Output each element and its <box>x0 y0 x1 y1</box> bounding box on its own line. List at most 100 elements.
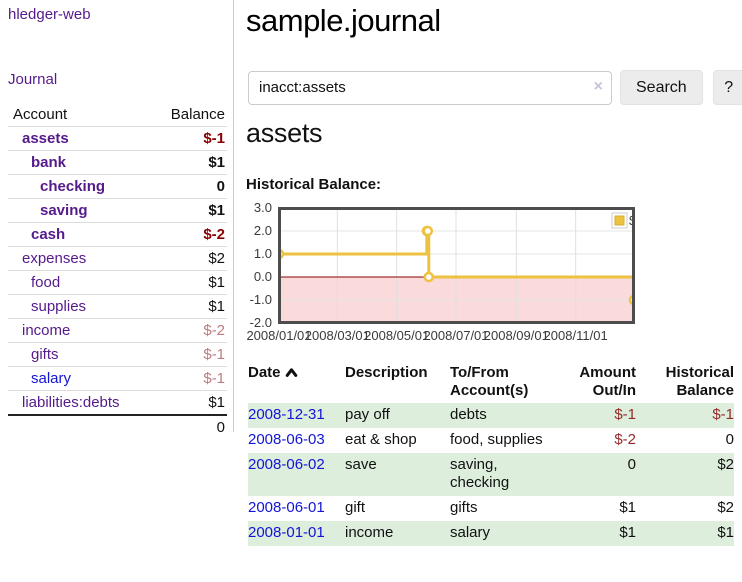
sidebar-account-link[interactable]: expenses <box>22 250 87 267</box>
sidebar-account-link[interactable]: income <box>22 322 71 339</box>
date-cell[interactable]: 2008-12-31 <box>248 403 345 428</box>
y-axis-tick-label: -2.0 <box>249 315 272 330</box>
sidebar-account-link[interactable]: gifts <box>31 346 59 363</box>
total-balance: 0 <box>216 419 225 436</box>
column-header-balance[interactable]: Historical Balance <box>665 364 734 399</box>
accounts-cell: gifts <box>450 499 478 516</box>
y-axis-tick-label: 1.0 <box>253 246 272 261</box>
x-axis-tick-label: 2008/03/01 <box>304 328 370 343</box>
app-title-link[interactable]: hledger-web <box>8 6 91 23</box>
chart-label: Historical Balance: <box>246 176 382 193</box>
column-header-amount[interactable]: Amount Out/In <box>579 364 636 399</box>
account-heading: assets <box>246 118 323 148</box>
balance-cell: 0 <box>725 431 734 448</box>
sidebar-account-link[interactable]: liabilities:debts <box>22 394 120 411</box>
sidebar-account-link[interactable]: saving <box>40 202 88 219</box>
date-cell[interactable]: 2008-06-01 <box>248 496 345 521</box>
description-cell: eat & shop <box>345 431 417 448</box>
amount-cell: $1 <box>619 499 636 516</box>
table-row[interactable]: 2008-06-03 eat & shop food, supplies $-2 0 <box>248 428 734 453</box>
accounts-cell: debts <box>450 403 555 428</box>
sidebar-item-journal[interactable]: Journal <box>8 71 58 88</box>
account-row: saving $1 <box>8 198 227 222</box>
account-row: supplies $1 <box>8 294 227 318</box>
account-total-row: 0 <box>8 414 227 439</box>
sidebar-account-link[interactable]: checking <box>40 178 106 195</box>
account-balance: 0 <box>216 178 225 195</box>
balance-cell: $2 <box>717 499 734 516</box>
date-cell[interactable]: 2008-06-03 <box>248 428 345 453</box>
column-header-date[interactable]: Date <box>248 362 345 403</box>
table-row[interactable]: 2008-01-01 income salary $1 $1 <box>248 521 734 546</box>
account-row: gifts $-1 <box>8 342 227 366</box>
account-row: salary $-1 <box>8 366 227 390</box>
amount-cell: $-2 <box>614 431 636 448</box>
account-row: expenses $2 <box>8 246 227 270</box>
accounts-cell: saving, checking <box>450 453 555 496</box>
account-balance: $-2 <box>203 322 225 339</box>
help-button[interactable]: ? <box>712 70 742 105</box>
table-row[interactable]: 2008-06-02 save saving, checking 0 $2 <box>248 453 734 496</box>
y-axis-tick-label: 0.0 <box>253 269 272 284</box>
clear-search-icon[interactable]: × <box>593 77 603 95</box>
sidebar-account-link[interactable]: cash <box>31 226 66 243</box>
chart-plot-area: $ <box>278 207 635 324</box>
transaction-date-link[interactable]: 2008-06-02 <box>248 456 325 473</box>
transaction-date-link[interactable]: 2008-06-01 <box>248 499 325 516</box>
x-axis-tick-label: 2008/01/01 <box>246 328 312 343</box>
account-row: food $1 <box>8 270 227 294</box>
sidebar-account-link[interactable]: bank <box>31 154 67 171</box>
transaction-date-link[interactable]: 2008-12-31 <box>248 406 325 423</box>
search-button[interactable]: Search <box>620 70 703 105</box>
sidebar-account-link[interactable]: assets <box>22 130 69 147</box>
register-table: Date Description To/From Account(s) Amou… <box>248 362 734 546</box>
account-balance: $-1 <box>203 370 225 387</box>
account-row: checking 0 <box>8 174 227 198</box>
sort-ascending-icon <box>285 365 298 383</box>
account-rows: assets $-1 bank $1 checking 0 saving $1 cash $-2 e… <box>8 126 227 414</box>
y-axis-tick-label: 3.0 <box>253 200 272 215</box>
historical-balance-chart: 3.0 2.0 1.0 0.0 -1.0 -2.0 2008/01/01 2008/03/01… <box>245 200 641 345</box>
sidebar-account-link[interactable]: salary <box>31 370 72 387</box>
account-balance: $-1 <box>203 346 225 363</box>
amount-cell: 0 <box>555 453 642 496</box>
search-input[interactable] <box>248 70 612 105</box>
account-column-header: Account <box>13 106 68 123</box>
transaction-date-link[interactable]: 2008-01-01 <box>248 524 325 541</box>
column-header-accounts[interactable]: To/From Account(s) <box>450 364 529 399</box>
account-balance-table: Account Balance assets $-1 bank $1 checking 0… <box>8 103 227 439</box>
x-axis-tick-label: 2008/05/01 <box>364 328 430 343</box>
x-axis-tick-label: 2008/09/01 <box>483 328 549 343</box>
account-balance: $1 <box>208 274 225 291</box>
search-form: × Search ? <box>248 70 742 105</box>
transaction-date-link[interactable]: 2008-06-03 <box>248 431 325 448</box>
account-row: cash $-2 <box>8 222 227 246</box>
column-header-description[interactable]: Description <box>345 364 428 381</box>
amount-cell: $1 <box>555 521 642 546</box>
y-axis-tick-label: -1.0 <box>249 292 272 307</box>
accounts-cell: salary <box>450 521 555 546</box>
account-row: liabilities:debts $1 <box>8 390 227 414</box>
account-row: bank $1 <box>8 150 227 174</box>
x-axis-tick-label: 2008/07/01 <box>423 328 489 343</box>
account-balance: $-2 <box>203 226 225 243</box>
accounts-cell: food, supplies <box>450 431 543 448</box>
balance-column-header: Balance <box>170 106 225 123</box>
balance-cell: $2 <box>642 453 734 496</box>
account-table-header: Account Balance <box>8 103 227 126</box>
table-row[interactable]: 2008-12-31 pay off debts $-1 $-1 <box>248 403 734 428</box>
sidebar-account-link[interactable]: supplies <box>31 298 87 315</box>
account-balance: $-1 <box>203 130 225 147</box>
table-row[interactable]: 2008-06-01 gift gifts $1 $2 <box>248 496 734 521</box>
account-row: income $-2 <box>8 318 227 342</box>
account-row: assets $-1 <box>8 126 227 150</box>
description-cell: income <box>345 521 450 546</box>
y-axis-tick-label: 2.0 <box>253 223 272 238</box>
main-content: sample.journal × Search ? assets Histori… <box>246 0 742 546</box>
account-balance: $1 <box>208 202 225 219</box>
date-cell[interactable]: 2008-06-02 <box>248 453 345 496</box>
page-title: sample.journal <box>246 3 441 38</box>
date-cell[interactable]: 2008-01-01 <box>248 521 345 546</box>
sidebar-account-link[interactable]: food <box>31 274 61 291</box>
account-balance: $2 <box>208 250 225 267</box>
